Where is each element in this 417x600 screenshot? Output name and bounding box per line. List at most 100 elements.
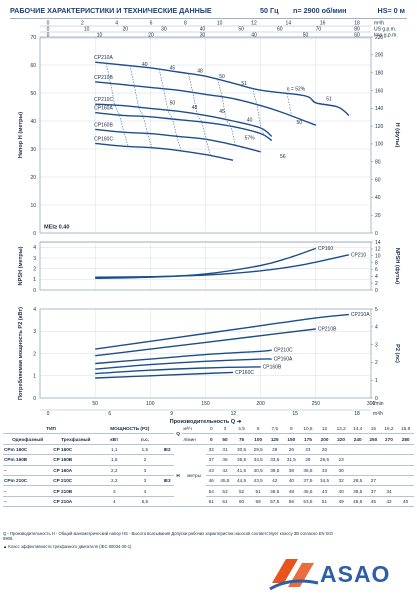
cell-head-value: 59 [249,496,267,508]
cell-single: CPm 160C [3,444,53,456]
q-lmin-5: 150 [283,433,300,445]
usgpm-scale-tick: 50 [238,27,244,33]
q-lmin-tick: 200 [256,401,265,407]
efficiency-isoline [158,69,182,151]
power-right-tick: 4 [375,325,378,331]
table-row: – CP 210A 4 5,5 61 61 60 59 57,5 56 53,5 51 49 46,5 45… [3,496,414,508]
q-m3h-12: 16,8 [397,424,414,435]
q-unit-lmin: л/мин [182,433,206,445]
cell-head-value [397,454,414,466]
cell-kw: 1,1 [99,444,130,456]
cell-head-value: 23 [332,454,350,466]
cell-kw: 3 [99,485,130,497]
cell-head-value: 48 [283,485,300,497]
kw-header: кВт [99,433,130,445]
cell-head-value: 34,5 [316,475,333,487]
cell-head-value: 37,5 [299,475,317,487]
hs-label: HS= 0 м [377,6,406,15]
cell-hp: 4 [129,485,161,497]
series-label-head-CP160C: CP160C [94,136,113,142]
q-m3h-1: 3 [216,424,234,435]
q-lmin-tick: 300 [367,401,376,407]
power-y-tick: 4 [33,307,36,313]
cell-hp: 3 [129,475,161,487]
power-y-label-right: P2 (лс) [394,344,400,363]
q-lmin-tick: 100 [146,401,155,407]
cell-head-value [380,475,398,487]
cell-head-value: 29 [299,454,317,466]
table-row: CPm 210C CP 210C 2,2 3 IE3 46 45,5 44,5 43,5 42 40… [3,475,414,487]
cell-head-value: 38,5 [349,485,367,497]
series-label-power-CP160C: CP160C [235,370,254,376]
cell-ie [160,465,174,476]
m3h-scale-label: m³/h [374,21,384,27]
cell-head-value: 42 [380,496,398,508]
cell-hp: 2 [129,454,161,466]
q-lmin-7: 200 [316,433,333,445]
cell-three: CP 210B [52,485,100,497]
npsh-y-tick: 2 [33,266,36,272]
cell-head-value: 57,5 [266,496,284,508]
head-right-tick: 220 [375,35,384,41]
cell-ie [160,485,174,497]
cell-single: CPm 210C [3,475,53,487]
cell-hp: 1,5 [129,444,161,456]
m3h-scale-tick: 0 [47,21,50,27]
head-right-tick: 20 [375,213,381,219]
q-m3h-unit: m³/h [373,411,383,417]
q-lmin-tick: 50 [92,401,98,407]
m3h-scale-tick: 8 [184,21,187,27]
cell-head-value: 56 [283,496,300,508]
cell-head-value: 37 [366,485,381,497]
x-axis-title: Производительность Q ➔ [170,419,242,425]
cell-head-value: 35,5 [233,454,250,466]
impgpm-scale-tick: 60 [354,33,360,39]
cell-head-value: 49,5 [266,485,284,497]
footnote-ie-class: ▲ Класс эффективности трехфазного двигат… [3,544,132,550]
efficiency-label: 51 [326,96,332,102]
efficiency-label: 40 [142,62,148,68]
q-m3h-9: 14,4 [349,424,367,435]
cell-head-value: 51 [316,496,333,508]
table-row: – CP 210B 3 4 54 53 52 51 49,5 48 45,5 43 40 38,5 37 34 [3,485,414,497]
cell-hp: 3 [129,465,161,476]
usgpm-scale-tick: 10 [84,27,90,33]
usgpm-scale-tick: 0 [47,27,50,33]
npsh-y-tick: 1 [33,277,36,283]
q-m3h-8: 13,2 [332,424,350,435]
series-label-head-CP210C: CP210C [94,97,113,103]
cell-head-value [349,444,367,456]
usgpm-scale-tick: 30 [161,27,167,33]
cell-three: CP 210C [52,475,100,487]
q-lmin-3: 100 [249,433,267,445]
head-right-tick: 180 [375,70,384,76]
series-line-npsh-CP210 [95,254,350,278]
cell-head-value: 43 [316,485,333,497]
efficiency-label: η = 52% [287,87,306,93]
cell-kw: 4 [99,496,130,508]
q-m3h-tick: 12 [231,411,237,417]
cell-head-value: 53 [216,485,234,497]
npsh-right-tick: 2 [375,281,378,287]
npsh-right-tick: 12 [375,247,381,253]
power-y-tick: 1 [33,374,36,380]
cell-head-value: 34,5 [249,454,267,466]
head-right-tick: 60 [375,177,381,183]
m3h-scale-tick: 6 [150,21,153,27]
npsh-right-tick: 14 [375,240,381,246]
head-y-tick: 30 [30,147,36,153]
q-m3h-5: 9 [283,424,300,435]
efficiency-isoline [286,93,292,117]
cell-head-value: 44,5 [233,475,250,487]
q-lmin-11: 270 [380,433,398,445]
head-right-tick: 160 [375,88,384,94]
series-line-power-CP210C [95,349,272,365]
q-lmin-9: 240 [349,433,367,445]
power-y-label: Потребляемая мощность P2 (кВт) [17,307,24,400]
power-right-tick: 1 [375,378,378,384]
mei-badge-bg [42,223,72,230]
cell-head-value: 43 [205,465,217,476]
impgpm-scale-tick: 0 [47,33,50,39]
q-m3h-tick: 0 [47,411,50,417]
